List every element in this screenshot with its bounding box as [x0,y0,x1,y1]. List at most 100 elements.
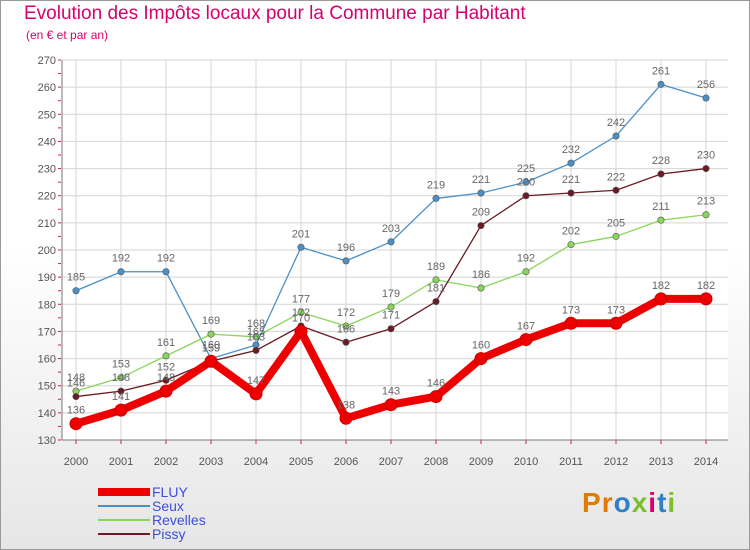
data-point [609,316,623,330]
data-label: 219 [427,179,445,191]
data-point [477,284,485,292]
data-label: 213 [697,196,715,208]
data-point [69,417,83,431]
data-label: 172 [292,307,310,319]
data-point [477,189,485,197]
data-point [159,384,173,398]
data-point [522,178,530,186]
x-tick-label: 2003 [199,456,223,468]
data-point [429,390,443,404]
data-label: 136 [67,405,85,417]
data-point [387,238,395,246]
data-point [162,268,170,276]
data-point [702,165,710,173]
y-tick-label: 210 [38,218,56,230]
y-tick-label: 140 [38,408,56,420]
data-point [567,189,575,197]
y-tick-label: 170 [38,326,56,338]
data-label: 201 [292,228,310,240]
data-point [567,159,575,167]
brand-letter: t [657,487,668,518]
data-label: 225 [517,163,535,175]
x-tick-label: 2002 [154,456,178,468]
data-point [477,222,485,230]
y-tick-label: 180 [38,299,56,311]
y-tick-label: 150 [38,381,56,393]
y-tick-label: 270 [38,55,56,67]
data-label: 173 [607,304,625,316]
x-tick-label: 2005 [289,456,313,468]
data-label: 205 [607,217,625,229]
data-label: 171 [382,310,400,322]
data-label: 232 [562,144,580,156]
x-tick-label: 2000 [64,456,88,468]
data-point [699,292,713,306]
data-point [114,403,128,417]
data-label: 189 [427,261,445,273]
data-label: 182 [652,280,670,292]
x-tick-label: 2004 [244,456,268,468]
data-point [342,322,350,330]
y-tick-label: 190 [38,272,56,284]
data-point [657,170,665,178]
data-point [522,268,530,276]
data-point [657,80,665,88]
data-point [387,303,395,311]
data-label: 203 [382,223,400,235]
data-point [162,352,170,360]
data-label: 220 [517,177,535,189]
legend-label: FLUY [152,484,188,500]
brand-letter: r [601,487,614,518]
data-point [342,338,350,346]
y-tick-label: 130 [38,435,56,447]
data-label: 228 [652,155,670,167]
data-label: 148 [157,372,175,384]
data-point [162,376,170,384]
data-label: 153 [112,359,130,371]
x-tick-label: 2009 [469,456,493,468]
data-label: 146 [427,378,445,390]
data-label: 192 [157,253,175,265]
chart-title: Evolution des Impôts locaux pour la Comm… [24,3,526,24]
data-point [432,298,440,306]
data-point [432,194,440,202]
data-label: 192 [112,253,130,265]
x-tick-label: 2013 [649,456,673,468]
data-point [72,393,80,401]
x-tick-label: 2001 [109,456,133,468]
data-label: 161 [157,337,175,349]
data-label: 182 [697,280,715,292]
data-label: 261 [652,65,670,77]
legend-label: Seux [152,498,184,514]
data-label: 209 [472,207,490,219]
data-label: 160 [202,340,220,352]
data-label: 222 [607,171,625,183]
legend-item-seux: Seux [98,498,184,514]
legend-label: Revelles [152,512,206,528]
x-tick-label: 2011 [559,456,583,468]
y-tick-label: 160 [38,354,56,366]
data-label: 221 [562,174,580,186]
brand-letter: P [582,487,602,518]
data-label: 169 [202,315,220,327]
data-label: 172 [337,307,355,319]
data-point [384,398,398,412]
y-tick-label: 220 [38,191,56,203]
data-label: 179 [382,288,400,300]
x-tick-label: 2010 [514,456,538,468]
data-label: 181 [427,283,445,295]
data-point [519,333,533,347]
data-point [342,257,350,265]
data-label: 230 [697,150,715,162]
data-point [567,241,575,249]
data-point [117,387,125,395]
data-label: 196 [337,242,355,254]
legend-item-revelles: Revelles [98,512,206,528]
legend-item-fluy: FLUY [98,484,188,500]
data-label: 138 [337,399,355,411]
data-label: 152 [157,361,175,373]
y-tick-label: 250 [38,109,56,121]
data-label: 202 [562,226,580,238]
data-label: 186 [472,269,490,281]
series-revelles [72,211,710,395]
